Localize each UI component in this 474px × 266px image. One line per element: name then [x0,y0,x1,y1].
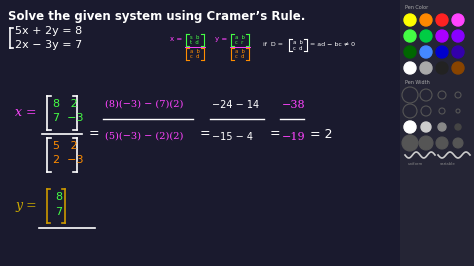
Text: s  b: s b [190,35,200,40]
Text: y =: y = [15,199,36,212]
Text: 7: 7 [55,207,62,217]
Circle shape [419,136,433,150]
Text: =: = [89,127,100,140]
Circle shape [404,30,416,42]
Text: 5   2: 5 2 [53,141,78,151]
Text: a  b: a b [293,40,303,45]
Text: (8)(−3) − (7)(2): (8)(−3) − (7)(2) [105,100,183,109]
Circle shape [452,62,464,74]
Circle shape [421,122,431,132]
Circle shape [436,46,448,58]
Text: 8   2: 8 2 [53,99,78,109]
Circle shape [453,138,463,148]
Circle shape [420,30,432,42]
Circle shape [404,121,416,133]
Text: −15 − 4: −15 − 4 [212,132,253,142]
Text: x =: x = [15,106,36,119]
Circle shape [456,126,459,128]
Text: Solve the given system using Cramer’s Rule.: Solve the given system using Cramer’s Ru… [8,10,305,23]
Text: a  b: a b [235,49,245,54]
Text: c  d: c d [293,46,302,51]
Circle shape [440,125,444,129]
Text: 2  −3: 2 −3 [53,155,83,165]
Text: Pen Color: Pen Color [405,5,428,10]
Text: 8: 8 [55,192,62,202]
Circle shape [404,121,416,133]
Text: y =: y = [215,36,227,42]
Text: 2x − 3y = 7: 2x − 3y = 7 [15,40,82,50]
Text: t  d: t d [190,40,199,45]
Text: −19: −19 [282,132,306,142]
Circle shape [422,123,430,131]
Circle shape [452,30,464,42]
Text: =: = [200,127,210,140]
Circle shape [455,124,461,130]
Text: c  d: c d [235,54,245,59]
FancyBboxPatch shape [400,0,474,266]
Circle shape [452,14,464,26]
Text: uniform: uniform [408,162,423,166]
Text: = ad − bc ≠ 0: = ad − bc ≠ 0 [310,42,355,47]
Text: c  r: c r [235,40,243,45]
Text: (5)(−3) − (2)(2): (5)(−3) − (2)(2) [105,132,183,141]
Text: −24 − 14: −24 − 14 [212,100,259,110]
Circle shape [436,14,448,26]
Text: = 2: = 2 [310,127,332,140]
Text: 7  −3: 7 −3 [53,113,83,123]
Circle shape [420,14,432,26]
Text: Pen Style: Pen Style [405,140,428,145]
Circle shape [404,46,416,58]
Text: −38: −38 [282,100,306,110]
Circle shape [404,62,416,74]
Circle shape [404,14,416,26]
Text: 5x + 2y = 8: 5x + 2y = 8 [15,26,82,36]
Circle shape [438,123,446,131]
Text: a  b: a b [190,49,200,54]
Text: x =: x = [170,36,182,42]
Text: a  b: a b [235,35,245,40]
Circle shape [436,137,448,149]
Text: =: = [270,127,281,140]
Circle shape [420,62,432,74]
Circle shape [436,62,448,74]
Text: if  D =: if D = [263,42,285,47]
Circle shape [436,30,448,42]
Text: variable: variable [440,162,456,166]
Text: c  d: c d [190,54,200,59]
Circle shape [402,135,418,151]
Circle shape [452,46,464,58]
Text: Pen Width: Pen Width [405,80,430,85]
Circle shape [420,46,432,58]
